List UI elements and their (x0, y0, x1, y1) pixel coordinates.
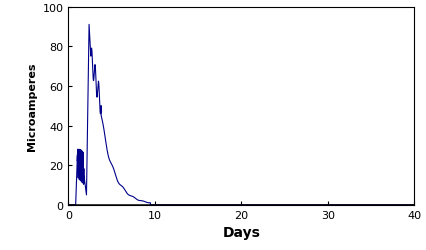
X-axis label: Days: Days (222, 225, 259, 239)
Y-axis label: Microamperes: Microamperes (27, 62, 37, 150)
